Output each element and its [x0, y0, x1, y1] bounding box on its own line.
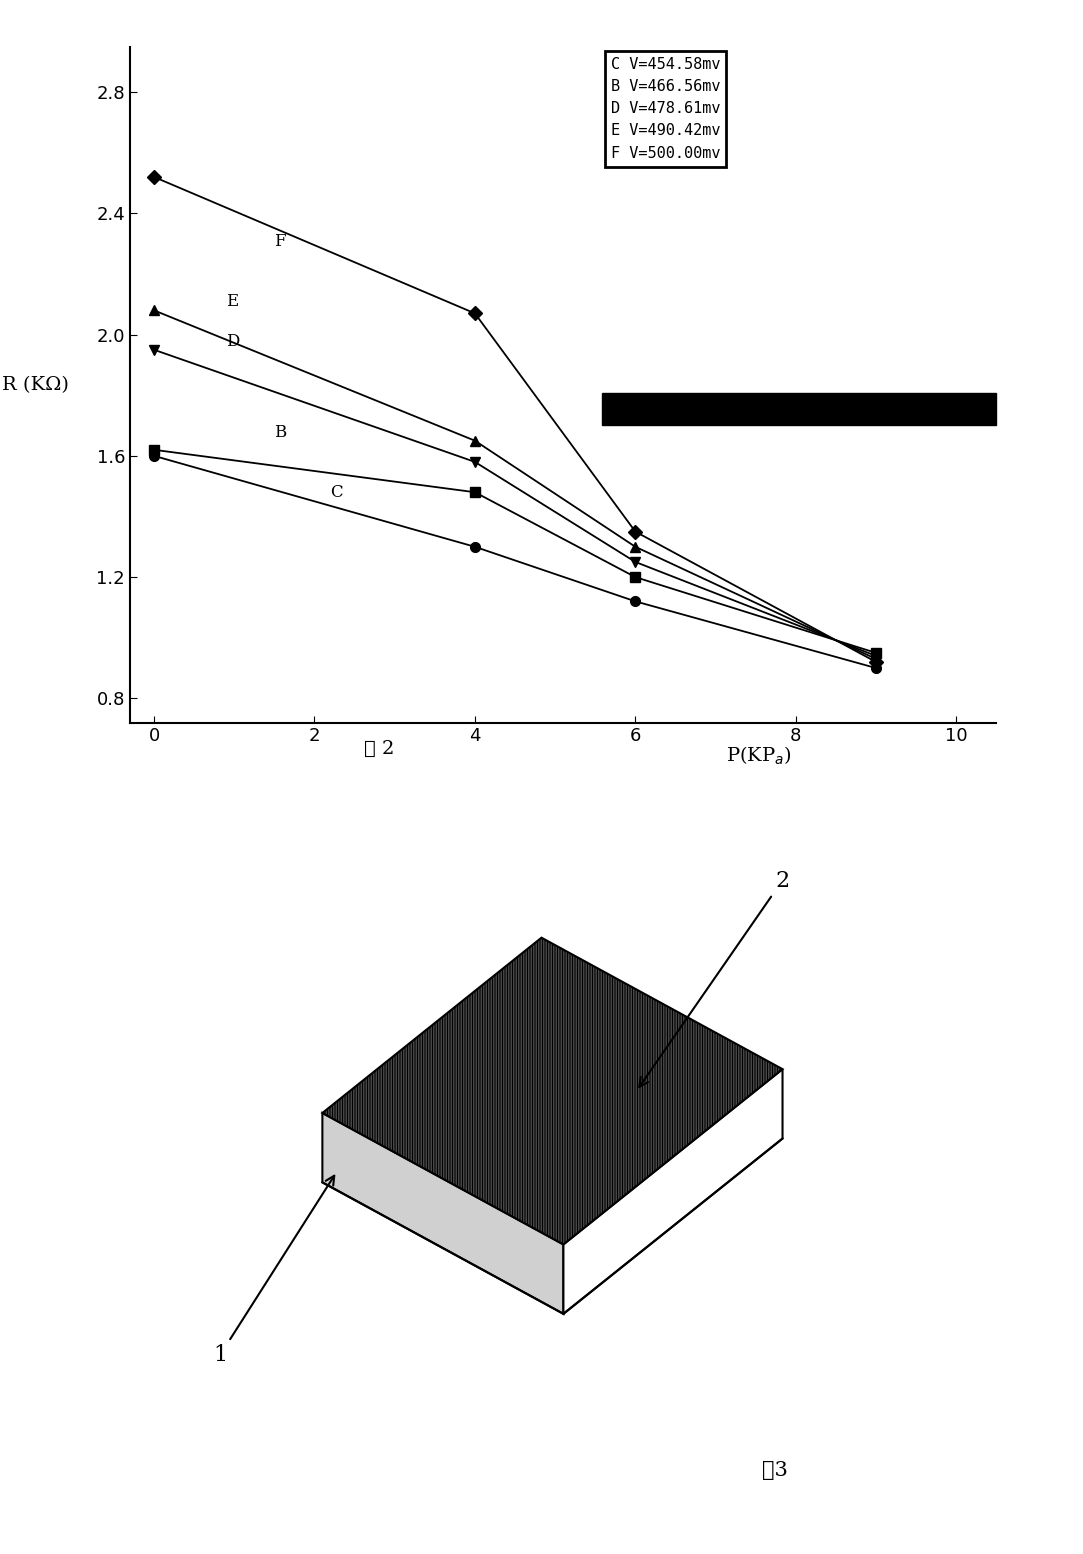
Text: B: B: [274, 424, 287, 441]
Text: C V=454.58mv
B V=466.56mv
D V=478.61mv
E V=490.42mv
F V=500.00mv: C V=454.58mv B V=466.56mv D V=478.61mv E…: [611, 57, 720, 160]
Text: 2: 2: [639, 870, 790, 1086]
Text: D: D: [226, 333, 239, 350]
Text: F: F: [274, 233, 286, 250]
Polygon shape: [323, 937, 783, 1245]
Text: C: C: [330, 485, 343, 502]
Polygon shape: [323, 1113, 563, 1313]
Text: P(KP$_a$): P(KP$_a$): [726, 744, 792, 766]
Polygon shape: [563, 1069, 783, 1313]
Bar: [602, 393, 996, 426]
Text: E: E: [226, 294, 238, 311]
Y-axis label: R (KΩ): R (KΩ): [2, 376, 69, 393]
Text: 1: 1: [213, 1176, 335, 1366]
Text: 图 2: 图 2: [364, 740, 394, 758]
Text: 图3: 图3: [762, 1461, 788, 1481]
